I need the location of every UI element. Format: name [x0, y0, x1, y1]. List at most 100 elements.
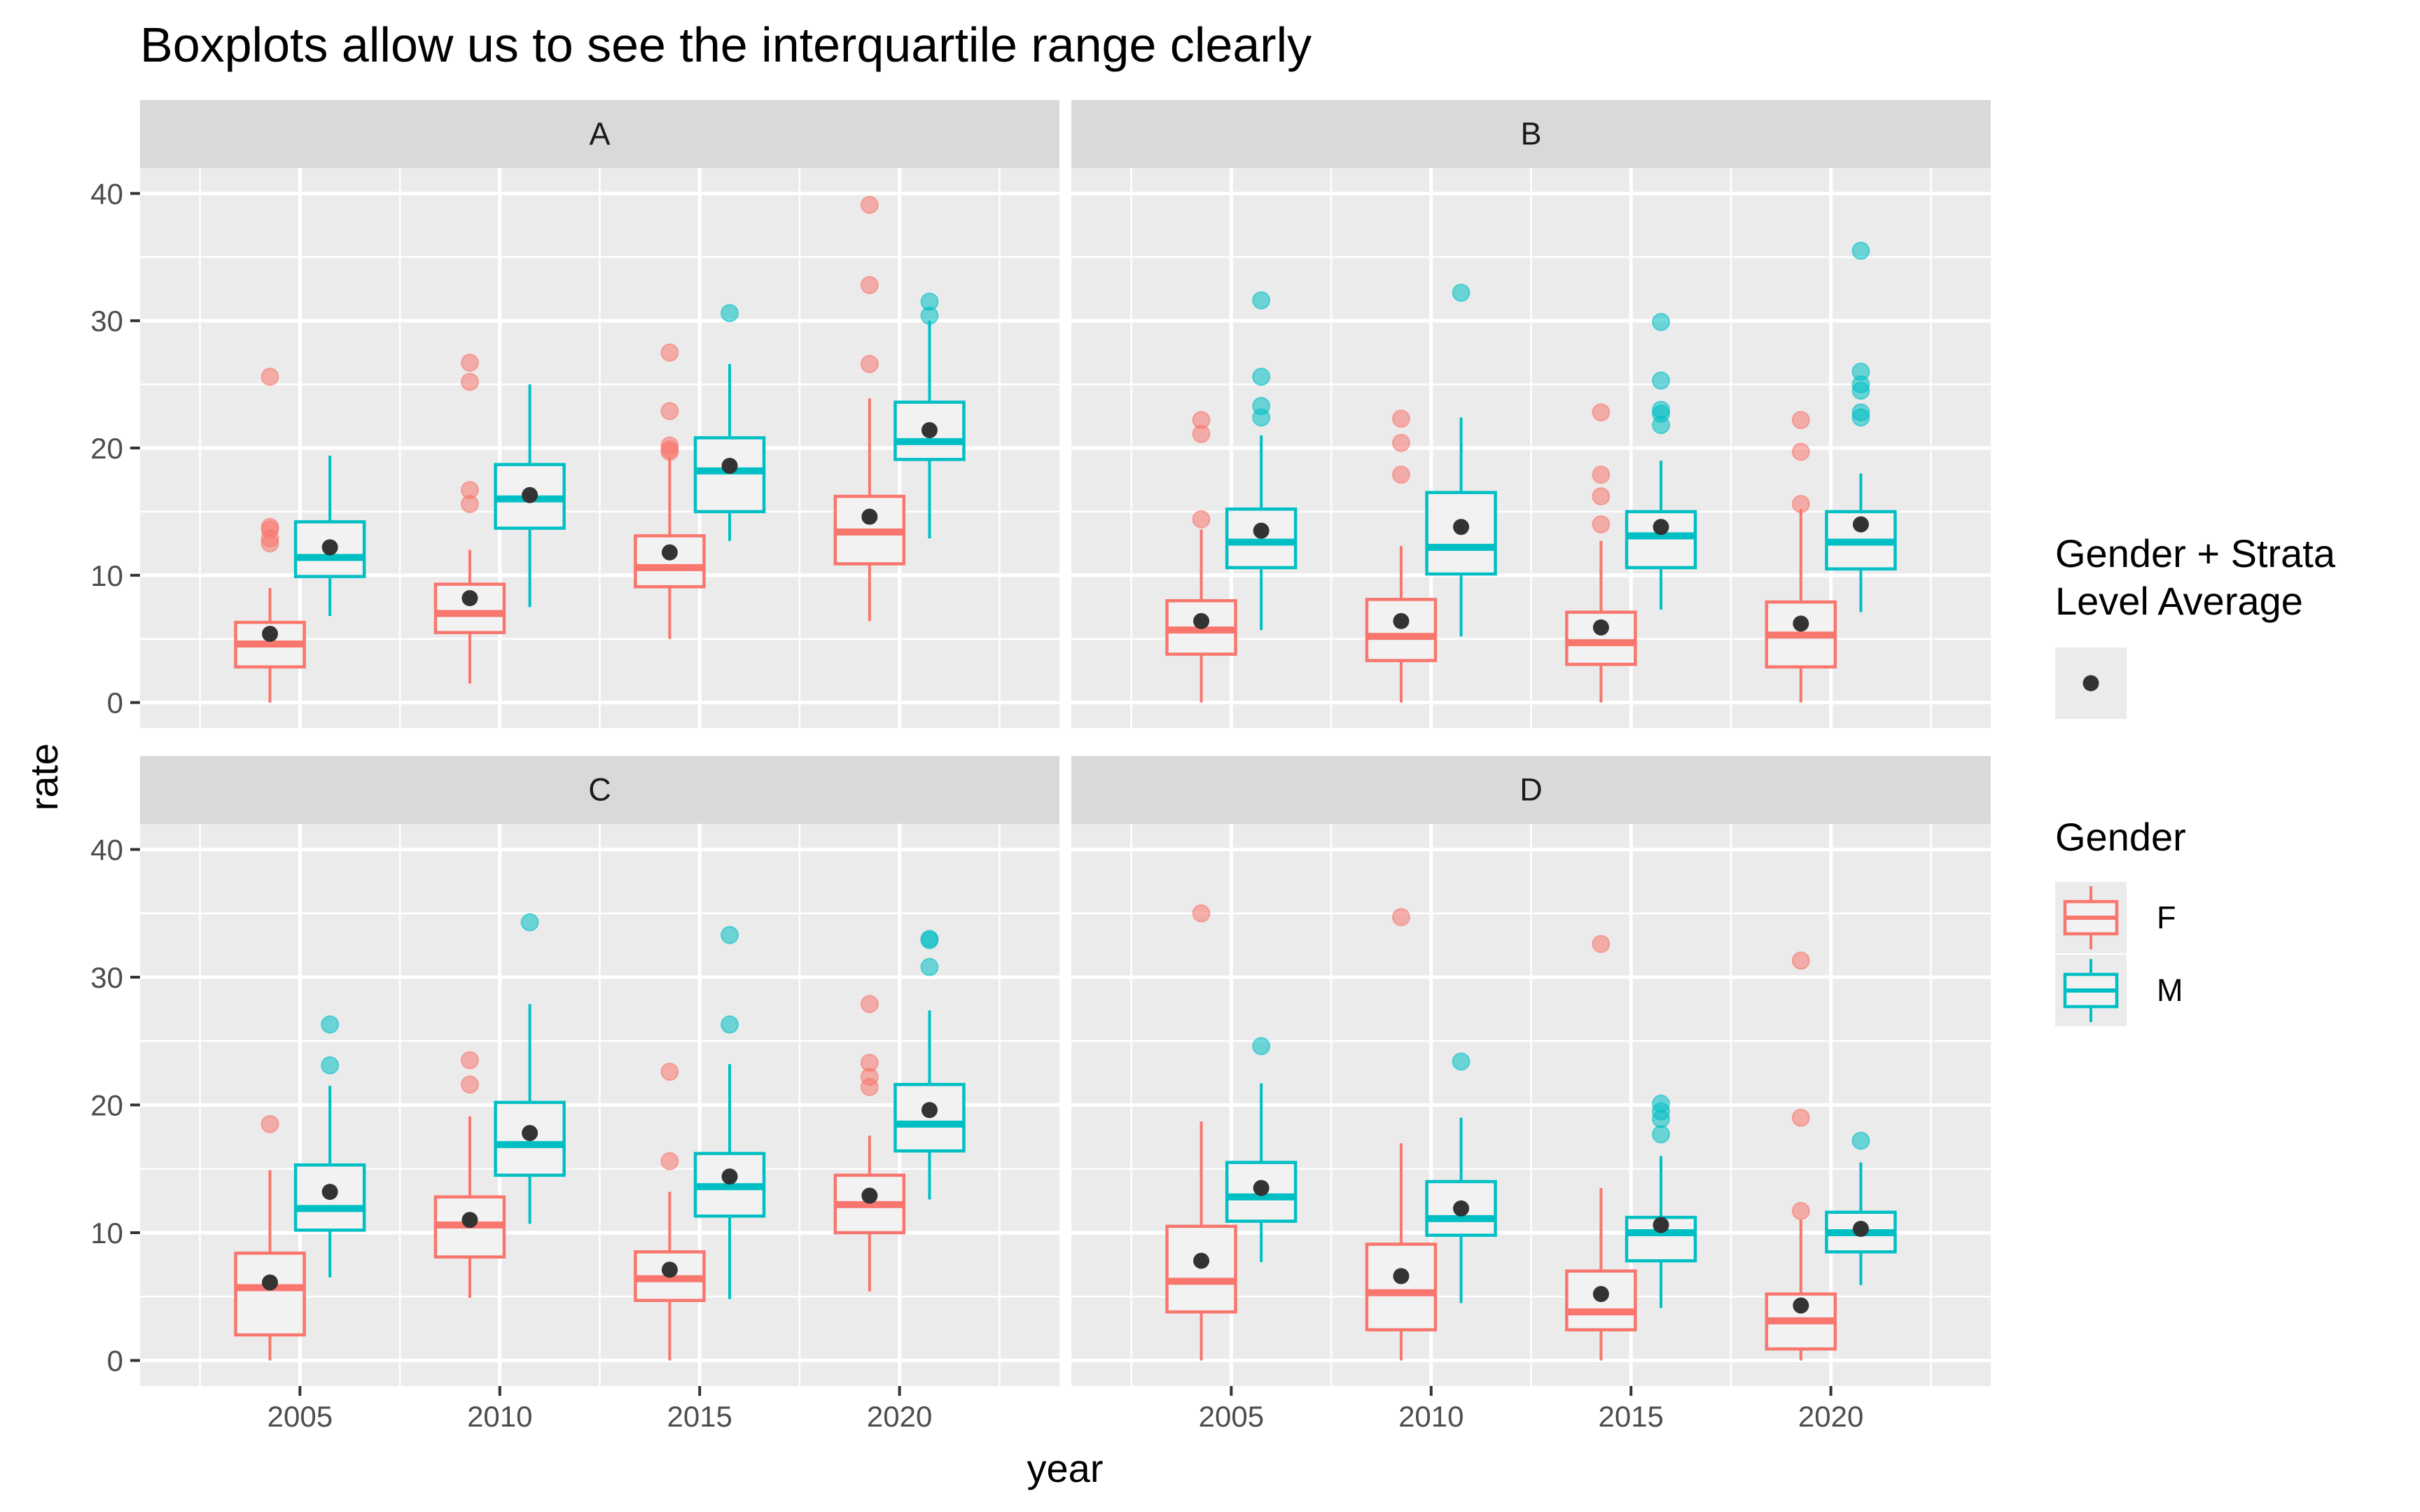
outlier-point	[660, 1152, 679, 1170]
outlier-point	[660, 402, 679, 421]
outlier-point	[920, 958, 939, 976]
outlier-point	[1592, 515, 1611, 534]
y-tick-label: 30	[90, 304, 123, 337]
outlier-point	[1652, 371, 1671, 390]
outlier-point	[1791, 1108, 1810, 1127]
mean-point	[1653, 1217, 1669, 1233]
mean-point	[1793, 1297, 1809, 1314]
outlier-point	[460, 1051, 479, 1070]
y-tick-label: 10	[90, 559, 123, 592]
outlier-point	[1652, 416, 1671, 435]
x-axis-title: year	[1027, 1446, 1104, 1490]
mean-point	[1393, 612, 1410, 629]
strip-background	[1071, 100, 1991, 168]
panel-B: B	[1071, 100, 1991, 728]
outlier-point	[520, 913, 539, 932]
box-F-2005	[1165, 411, 1237, 703]
outlier-point	[321, 1056, 340, 1074]
mean-point	[1253, 1180, 1270, 1196]
outlier-point	[721, 925, 739, 944]
outlier-point	[260, 534, 279, 553]
outlier-point	[1391, 465, 1410, 484]
outlier-point	[860, 355, 879, 373]
mean-point	[721, 1168, 738, 1185]
box-M-2005	[1225, 291, 1298, 630]
mean-point	[1393, 1268, 1410, 1284]
outlier-point	[460, 1075, 479, 1094]
mean-point	[1592, 1286, 1609, 1303]
outlier-point	[1192, 425, 1211, 443]
outlier-point	[721, 304, 739, 323]
y-tick-label: 30	[90, 961, 123, 994]
mean-point	[262, 625, 279, 642]
box-M-2015	[1625, 313, 1697, 610]
outlier-point	[660, 1063, 679, 1082]
outlier-point	[1791, 411, 1810, 429]
outlier-point	[1791, 442, 1810, 461]
mean-point	[461, 1212, 478, 1228]
box-M-2020	[893, 292, 966, 539]
box-F-2020	[1765, 411, 1837, 703]
box-iqr	[1365, 1242, 1438, 1331]
outlier-point	[1652, 313, 1671, 331]
box-M-2015	[1625, 1094, 1697, 1308]
box-F-2005	[1165, 904, 1237, 1361]
outlier-point	[721, 1015, 739, 1034]
outlier-point	[660, 343, 679, 362]
box-iqr	[634, 534, 706, 589]
outlier-point	[1452, 1052, 1470, 1071]
strip-background	[140, 756, 1059, 824]
outlier-point	[1592, 487, 1611, 506]
mean-point	[1193, 612, 1210, 629]
x-tick-label: 2020	[1798, 1400, 1863, 1433]
outlier-point	[1252, 368, 1271, 386]
y-tick-label: 0	[107, 1345, 123, 1378]
x-tick-label: 2005	[267, 1400, 333, 1433]
mean-point	[522, 486, 538, 503]
outlier-point	[920, 306, 939, 325]
box-F-2005	[234, 368, 306, 703]
box-F-2020	[1765, 951, 1837, 1361]
outlier-point	[1252, 291, 1271, 310]
box-M-2020	[893, 930, 966, 1200]
facet-panels: A B C D	[140, 100, 1991, 1386]
mean-point	[1193, 1252, 1210, 1269]
box-iqr	[1365, 598, 1438, 662]
legend-average-point	[2082, 675, 2099, 692]
box-iqr	[234, 1251, 306, 1337]
outlier-point	[860, 276, 879, 295]
outlier-point	[321, 1015, 340, 1034]
mean-point	[1453, 519, 1470, 536]
y-tick-label: 20	[90, 1089, 123, 1122]
axes: 0 10 20 30 40 0 10 20 30 40 2005 2010 2015 2020 2005 20…	[22, 177, 1863, 1490]
outlier-point	[1652, 1110, 1671, 1128]
mean-point	[262, 1274, 279, 1291]
outlier-point	[1592, 934, 1611, 953]
y-tick-label: 40	[90, 177, 123, 210]
strip-label: D	[1520, 772, 1543, 808]
outlier-point	[860, 995, 879, 1014]
box-iqr	[1165, 1224, 1237, 1314]
outlier-point	[1192, 904, 1211, 923]
box-M-2005	[293, 1015, 366, 1278]
x-tick-label: 2010	[467, 1400, 532, 1433]
y-tick-label: 0	[107, 687, 123, 720]
box-iqr	[893, 400, 966, 461]
outlier-point	[1851, 408, 1870, 427]
box-F-2015	[1565, 934, 1637, 1361]
box-M-2010	[494, 913, 566, 1224]
panel-C: C	[140, 756, 1059, 1386]
box-F-2020	[833, 995, 906, 1292]
legend-label: F	[2157, 899, 2176, 935]
x-tick-label: 2020	[867, 1400, 932, 1433]
outlier-point	[860, 195, 879, 214]
box-F-2010	[1365, 410, 1438, 703]
legend-title-average: Level Average	[2055, 579, 2303, 623]
outlier-point	[1851, 241, 1870, 260]
box-M-2015	[693, 304, 766, 541]
outlier-point	[1391, 410, 1410, 428]
mean-point	[861, 508, 878, 525]
box-M-2020	[1825, 241, 1897, 612]
mean-point	[861, 1187, 878, 1204]
mean-point	[1592, 619, 1609, 636]
